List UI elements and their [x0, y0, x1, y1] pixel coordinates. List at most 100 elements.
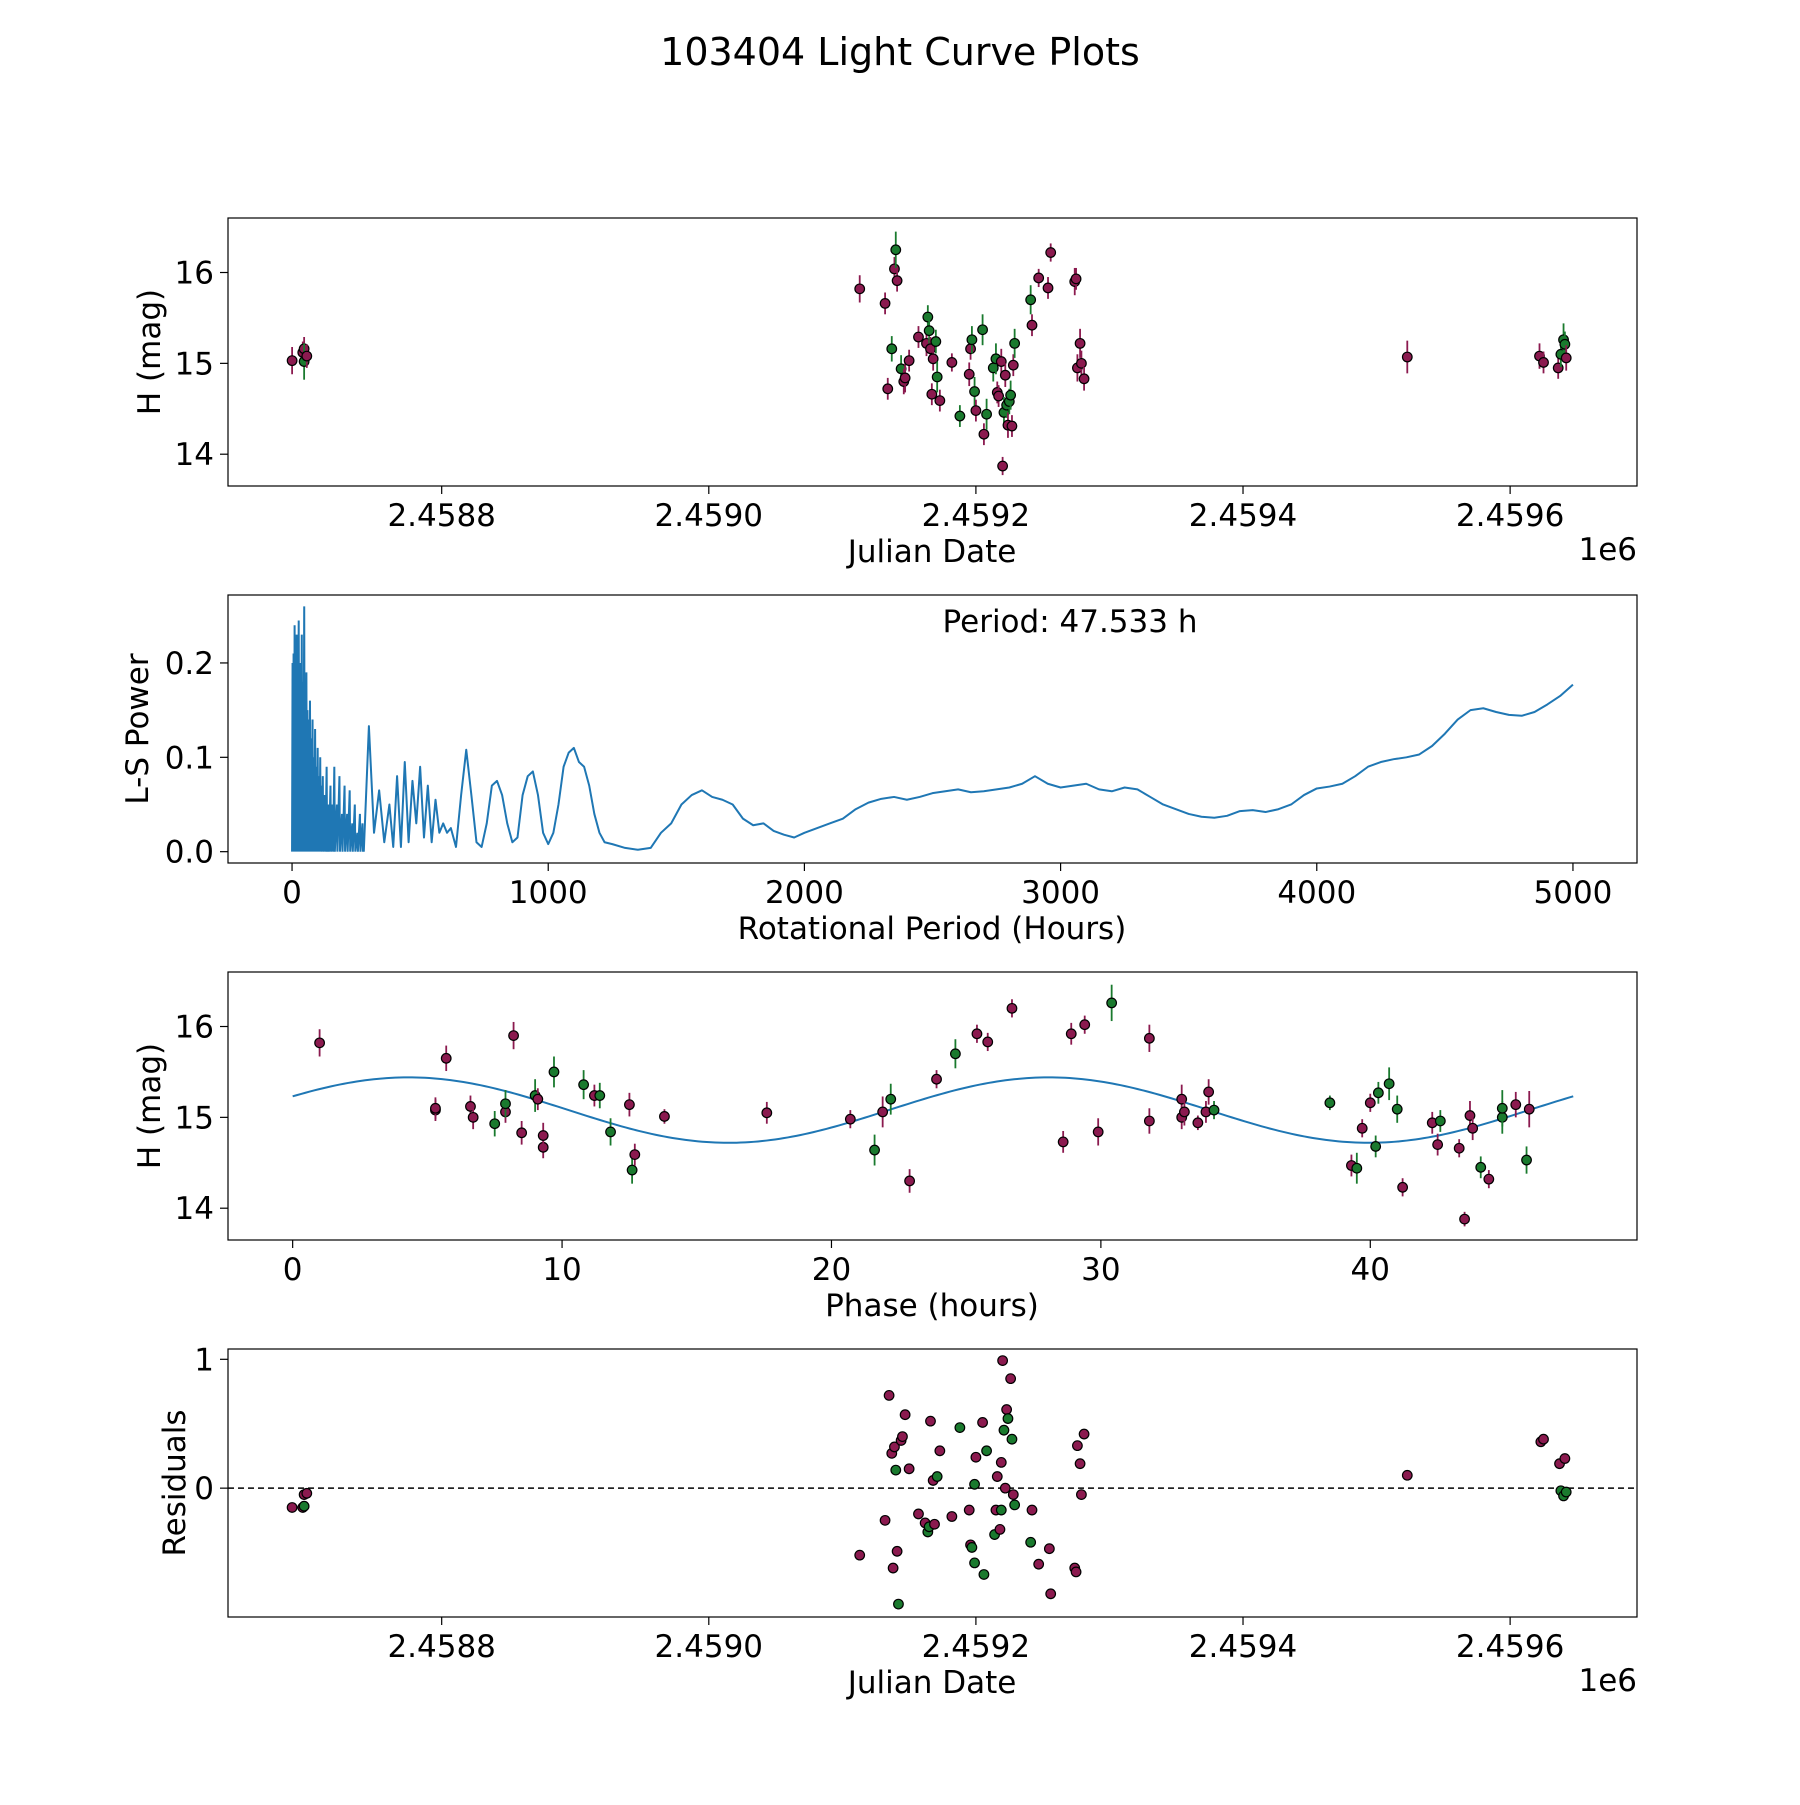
residuals-point: [286, 1502, 298, 1513]
residuals-point: [998, 1424, 1010, 1436]
residuals-point: [1560, 1486, 1572, 1498]
lightcurve-point: [981, 408, 992, 420]
phased-point: [1510, 1099, 1522, 1111]
residuals-point: [991, 1471, 1003, 1482]
lightcurve-ytick-label: 16: [175, 256, 214, 292]
phased-point: [1364, 1097, 1376, 1109]
lightcurve-point: [890, 244, 902, 256]
residuals-point: [999, 1482, 1011, 1494]
phased-point: [1496, 1102, 1508, 1114]
periodogram-xtick-label: 3000: [1021, 875, 1100, 911]
residuals-point: [995, 1504, 1007, 1516]
phased-point: [629, 1149, 641, 1161]
phased-point: [869, 1144, 880, 1156]
residuals-point: [1074, 1458, 1086, 1470]
residuals-point: [1007, 1489, 1019, 1500]
phased-point: [626, 1164, 638, 1176]
phased-point: [1106, 997, 1118, 1009]
residuals-point: [889, 1441, 900, 1453]
phased-point: [885, 1093, 897, 1105]
phased-xtick-label: 40: [1351, 1252, 1390, 1288]
residuals-panel: 2.4588 2.4590 2.4592 2.4594 2.4596 0 1 Julian …: [157, 1342, 1638, 1701]
phased-ytick-label: 16: [175, 1010, 214, 1046]
residuals-point: [1045, 1588, 1057, 1600]
phased-point: [1397, 1181, 1409, 1193]
phased-ticks: 0 10 20 30 40 14 15 16: [175, 1010, 1390, 1288]
lightcurve-point: [286, 355, 298, 367]
lightcurve-point: [1025, 294, 1037, 306]
phased-xtick-label: 30: [1081, 1252, 1120, 1288]
phased-point: [314, 1037, 325, 1049]
phased-point: [1523, 1103, 1535, 1115]
lightcurve-point: [1074, 337, 1086, 349]
residuals-point: [954, 1422, 966, 1433]
residuals-point: [301, 1487, 313, 1499]
phased-point: [489, 1118, 501, 1130]
lightcurve-point: [1076, 357, 1087, 369]
lightcurve-point: [1070, 273, 1082, 285]
residuals-point: [997, 1355, 1009, 1366]
phased-point: [761, 1107, 773, 1119]
phased-point: [1467, 1122, 1479, 1134]
lightcurve-point: [1042, 282, 1054, 294]
figure-title: 103404 Light Curve Plots: [660, 30, 1140, 74]
residuals-xtick-label: 2.4590: [655, 1629, 763, 1665]
phased-point: [537, 1130, 549, 1141]
residuals-point: [1072, 1440, 1083, 1452]
phased-panel: 0 10 20 30 40 14 15 16 Phase (hours) H (mag): [132, 971, 1638, 1324]
residuals-point: [1078, 1428, 1090, 1440]
lightcurve-point: [934, 395, 946, 407]
lightcurve-point: [993, 390, 1005, 402]
residuals-ticks: 2.4588 2.4590 2.4592 2.4594 2.4596 0 1: [194, 1342, 1564, 1665]
phased-point: [624, 1099, 635, 1111]
periodogram-ytick-label: 0.1: [165, 740, 214, 776]
lightcurve-point: [882, 383, 894, 395]
residuals-point: [891, 1545, 903, 1557]
phased-point: [844, 1113, 856, 1125]
phased-point: [659, 1111, 670, 1122]
residuals-point: [929, 1518, 940, 1530]
phased-point: [1383, 1078, 1395, 1090]
phased-point: [1391, 1103, 1403, 1115]
lightcurve-xtick-label: 2.4594: [1189, 498, 1297, 534]
residuals-axes-frame: [227, 1348, 1638, 1618]
lightcurve-point: [999, 369, 1011, 381]
periodogram-xlabel: Rotational Period (Hours): [738, 911, 1127, 947]
residuals-point: [966, 1542, 978, 1553]
residuals-point: [1033, 1558, 1045, 1570]
phased-plot-area: [292, 984, 1574, 1227]
periodogram-xtick-label: 2000: [765, 875, 844, 911]
residuals-point: [1076, 1489, 1087, 1500]
phased-point: [1434, 1115, 1446, 1127]
phased-point: [971, 1028, 983, 1040]
lightcurve-xtick-label: 2.4588: [387, 498, 495, 534]
lightcurve-point: [931, 371, 943, 383]
phased-point: [467, 1111, 479, 1123]
residuals-point: [977, 1417, 988, 1428]
phased-point: [516, 1127, 528, 1139]
phased-point: [1475, 1161, 1487, 1173]
lightcurve-point: [1005, 389, 1017, 401]
residuals-xtick-label: 2.4588: [387, 1629, 495, 1665]
phased-point: [877, 1106, 889, 1118]
phased-point: [931, 1073, 942, 1085]
lightcurve-point: [879, 297, 891, 309]
phased-point: [594, 1090, 606, 1101]
periodogram-plot-area: [291, 606, 1574, 852]
phased-point: [1370, 1141, 1382, 1152]
residuals-point: [893, 1598, 904, 1610]
phased-point: [430, 1102, 441, 1114]
lightcurve-point: [1007, 359, 1019, 371]
phased-ytick-label: 15: [175, 1100, 214, 1136]
phased-axes-frame: [227, 971, 1638, 1241]
lightcurve-point: [965, 343, 976, 355]
phased-point: [548, 1066, 560, 1078]
lightcurve-point: [927, 353, 939, 365]
periodogram-line: [362, 683, 1574, 852]
lightcurve-point: [922, 311, 934, 323]
lightcurve-plot-area: [286, 231, 1572, 476]
residuals-xtick-label: 2.4592: [922, 1629, 1030, 1665]
residuals-point: [1070, 1566, 1082, 1578]
phased-point: [1203, 1086, 1215, 1098]
lightcurve-point: [899, 372, 911, 384]
